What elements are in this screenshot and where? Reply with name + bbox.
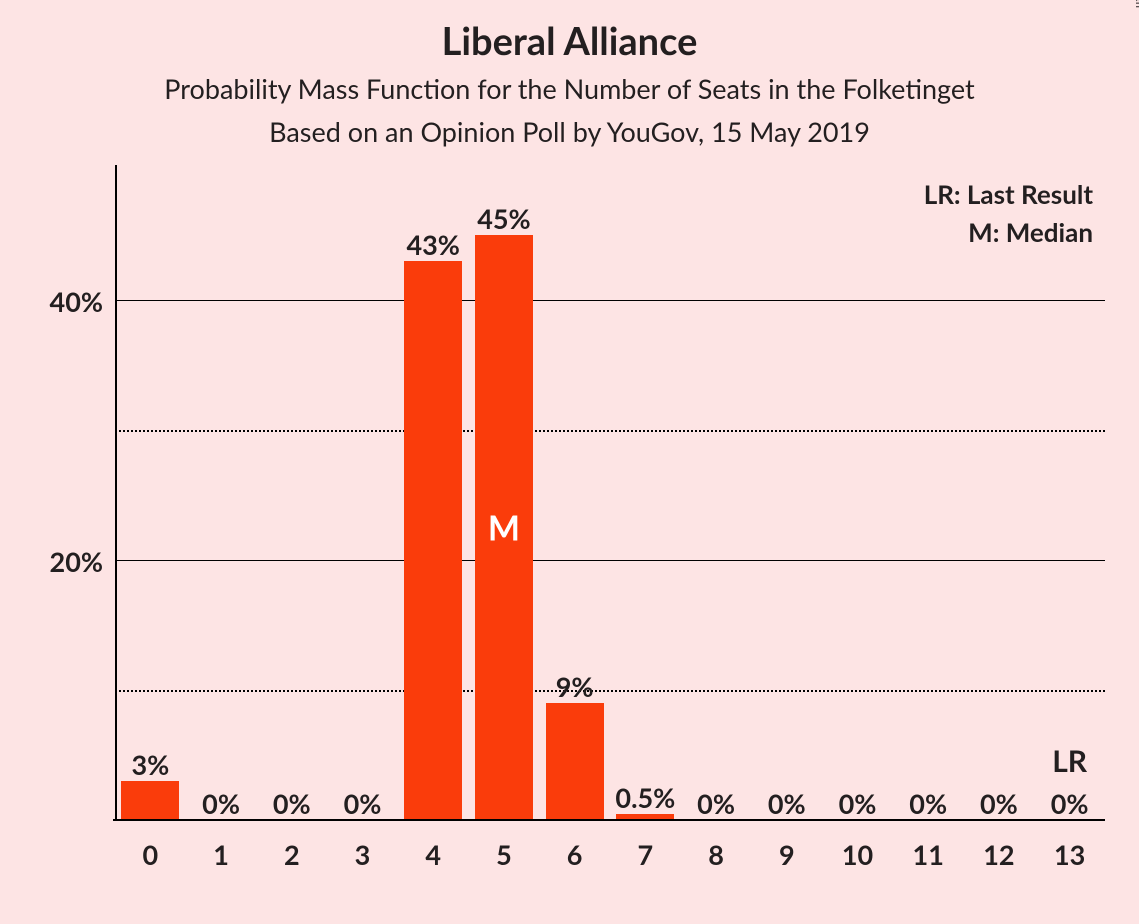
chart-subtitle-2: Based on an Opinion Poll by YouGov, 15 M… (0, 115, 1139, 148)
x-tick-label: 0 (143, 838, 159, 871)
legend-median: M: Median (968, 216, 1093, 248)
x-tick-label: 9 (779, 838, 795, 871)
chart-root: Liberal Alliance Probability Mass Functio… (0, 0, 1139, 924)
grid-major (115, 300, 1105, 301)
x-tick-label: 7 (638, 838, 654, 871)
y-axis (115, 165, 117, 820)
x-tick-label: 8 (708, 838, 724, 871)
bar-value-label: 0% (344, 787, 382, 820)
bar-value-label: 0% (768, 787, 806, 820)
bar-value-label: 3% (131, 748, 169, 781)
bar-value-label: 0% (909, 787, 947, 820)
x-tick-label: 11 (913, 838, 944, 871)
plot-area: 3% 0% 0% 0% 43% 45% 9% 0.5% 0% 0% 0% 0% 0% 0% M LR LR: L… (115, 170, 1105, 820)
bar-value-label: 0% (202, 787, 240, 820)
bar-value-label: 0.5% (615, 781, 675, 814)
bar-value-label: 0% (1051, 787, 1089, 820)
x-tick-label: 3 (355, 838, 371, 871)
x-tick-label: 2 (284, 838, 300, 871)
bar-value-label: 9% (556, 670, 594, 703)
bar-value-label: 0% (697, 787, 735, 820)
median-marker: M (488, 507, 520, 548)
x-tick-label: 12 (983, 838, 1014, 871)
bar (546, 703, 604, 820)
bar-value-label: 45% (477, 202, 530, 235)
bar (404, 261, 462, 820)
last-result-marker: LR (1052, 743, 1087, 779)
bar (121, 781, 179, 820)
x-tick-label: 10 (842, 838, 873, 871)
x-tick-label: 4 (425, 838, 441, 871)
x-tick-label: 1 (213, 838, 229, 871)
grid-major (115, 560, 1105, 561)
legend-lr: LR: Last Result (924, 178, 1093, 210)
y-tick-label: 20% (50, 545, 103, 578)
bar-value-label: 0% (839, 787, 877, 820)
grid-minor (115, 690, 1105, 692)
chart-subtitle-1: Probability Mass Function for the Number… (0, 72, 1139, 105)
copyright-text: © 2019 Filip van Laenen (1133, 0, 1139, 8)
x-tick-label: 6 (567, 838, 583, 871)
x-tick-label: 13 (1054, 838, 1085, 871)
chart-title: Liberal Alliance (0, 18, 1139, 64)
x-tick-label: 5 (496, 838, 512, 871)
x-axis (113, 819, 1105, 821)
y-tick-label: 40% (50, 285, 103, 318)
bar-value-label: 0% (273, 787, 311, 820)
bar-value-label: 0% (980, 787, 1018, 820)
grid-minor (115, 430, 1105, 432)
bar-value-label: 43% (406, 228, 459, 261)
